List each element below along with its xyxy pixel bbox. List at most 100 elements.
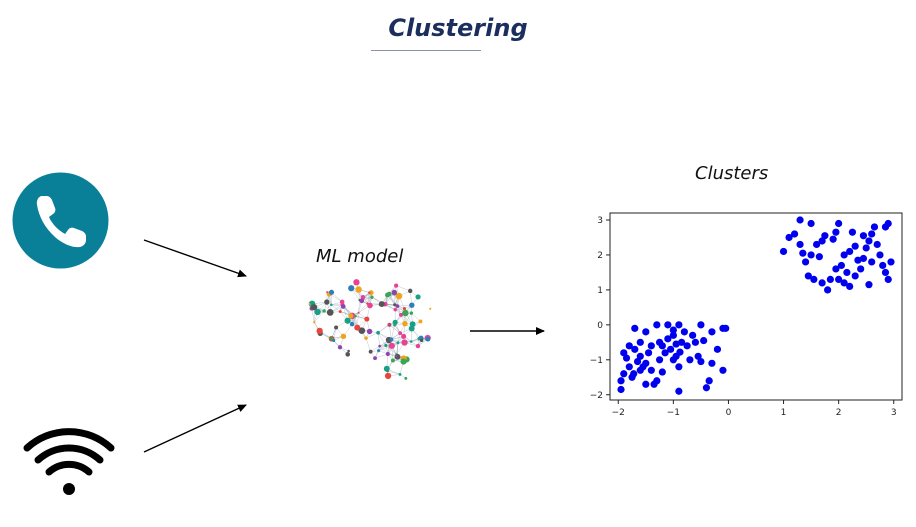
data-point: [669, 326, 677, 334]
data-point: [815, 253, 823, 261]
data-point: [713, 345, 722, 353]
data-point: [708, 328, 716, 336]
data-point: [661, 349, 669, 357]
chart-title: Clusters: [695, 163, 769, 184]
data-point: [625, 342, 633, 350]
data-point: [801, 258, 810, 266]
data-point: [631, 324, 639, 332]
data-point: [796, 240, 804, 249]
data-point: [840, 279, 848, 287]
wifi-icon: [23, 428, 115, 495]
data-point: [686, 356, 694, 364]
data-point: [837, 261, 845, 270]
data-point: [625, 363, 633, 371]
x-tick-label: −1: [667, 408, 680, 418]
data-point: [876, 251, 884, 259]
data-point: [813, 240, 821, 249]
x-tick-label: 2: [836, 408, 842, 418]
data-point: [862, 244, 870, 252]
phone-icon: [12, 172, 109, 269]
data-point: [675, 321, 683, 329]
data-point: [622, 354, 631, 362]
arrow-phone-to-model: [143, 239, 247, 278]
data-point: [642, 380, 650, 388]
data-point: [868, 258, 876, 266]
data-point: [653, 321, 661, 329]
data-point: [832, 265, 840, 273]
data-point: [829, 235, 837, 243]
data-point: [620, 370, 628, 378]
data-point: [675, 387, 683, 395]
data-point: [647, 342, 655, 350]
data-point: [785, 233, 793, 242]
data-point: [708, 359, 716, 367]
y-tick-label: 1: [597, 286, 603, 296]
data-point: [689, 331, 697, 339]
data-point: [835, 219, 843, 228]
data-point: [617, 377, 625, 385]
cluster-scatter-chart: −2 −1 0 1 2 3 −2 −1 0 1 2 3: [590, 212, 903, 418]
data-point: [790, 230, 799, 238]
data-point: [722, 324, 730, 332]
data-point: [617, 385, 625, 394]
data-point: [848, 228, 857, 236]
data-point: [804, 272, 812, 280]
x-tick-label: 1: [781, 408, 787, 418]
data-point: [678, 338, 686, 346]
ml-model-label: ML model: [316, 246, 404, 267]
data-point: [669, 331, 677, 339]
data-point: [655, 356, 664, 364]
data-point: [644, 349, 653, 357]
data-point: [865, 237, 873, 245]
data-point: [719, 366, 727, 374]
data-point: [807, 219, 815, 228]
data-point: [854, 256, 862, 264]
data-point: [672, 340, 680, 348]
data-point: [705, 377, 713, 385]
y-tick-label: 0: [597, 321, 603, 331]
data-point: [821, 232, 829, 240]
data-point: [630, 370, 638, 378]
title-underline: [371, 50, 481, 51]
data-point: [664, 335, 672, 343]
data-point: [857, 265, 865, 273]
data-point: [859, 254, 868, 263]
data-point: [818, 279, 826, 287]
data-point: [807, 251, 815, 259]
data-point: [851, 272, 859, 280]
data-point: [868, 230, 876, 238]
data-point: [697, 321, 705, 329]
data-point: [667, 345, 675, 353]
brain-nodes: [308, 279, 432, 380]
data-point: [843, 268, 851, 277]
data-point: [655, 338, 664, 346]
data-point: [887, 258, 895, 266]
data-point: [810, 275, 818, 284]
data-point: [691, 338, 699, 346]
data-point: [865, 281, 873, 289]
data-point: [824, 286, 832, 294]
x-tick-label: 3: [891, 408, 897, 418]
data-point: [639, 363, 647, 371]
data-point: [796, 216, 804, 224]
data-point: [636, 338, 644, 346]
data-point: [873, 240, 881, 249]
data-point: [846, 247, 854, 256]
data-point: [859, 232, 868, 240]
data-point: [826, 275, 834, 284]
data-point: [851, 242, 859, 250]
data-point: [675, 363, 683, 371]
data-point: [642, 328, 650, 336]
y-tick-label: −1: [590, 356, 603, 366]
data-point: [779, 247, 788, 256]
data-point: [676, 348, 684, 356]
data-point: [835, 275, 843, 284]
data-point: [799, 249, 807, 257]
data-point: [840, 251, 848, 259]
data-point: [702, 384, 711, 392]
data-point: [650, 380, 658, 388]
data-point: [870, 223, 879, 231]
page-title: Clustering: [388, 14, 528, 42]
data-point: [700, 336, 708, 345]
